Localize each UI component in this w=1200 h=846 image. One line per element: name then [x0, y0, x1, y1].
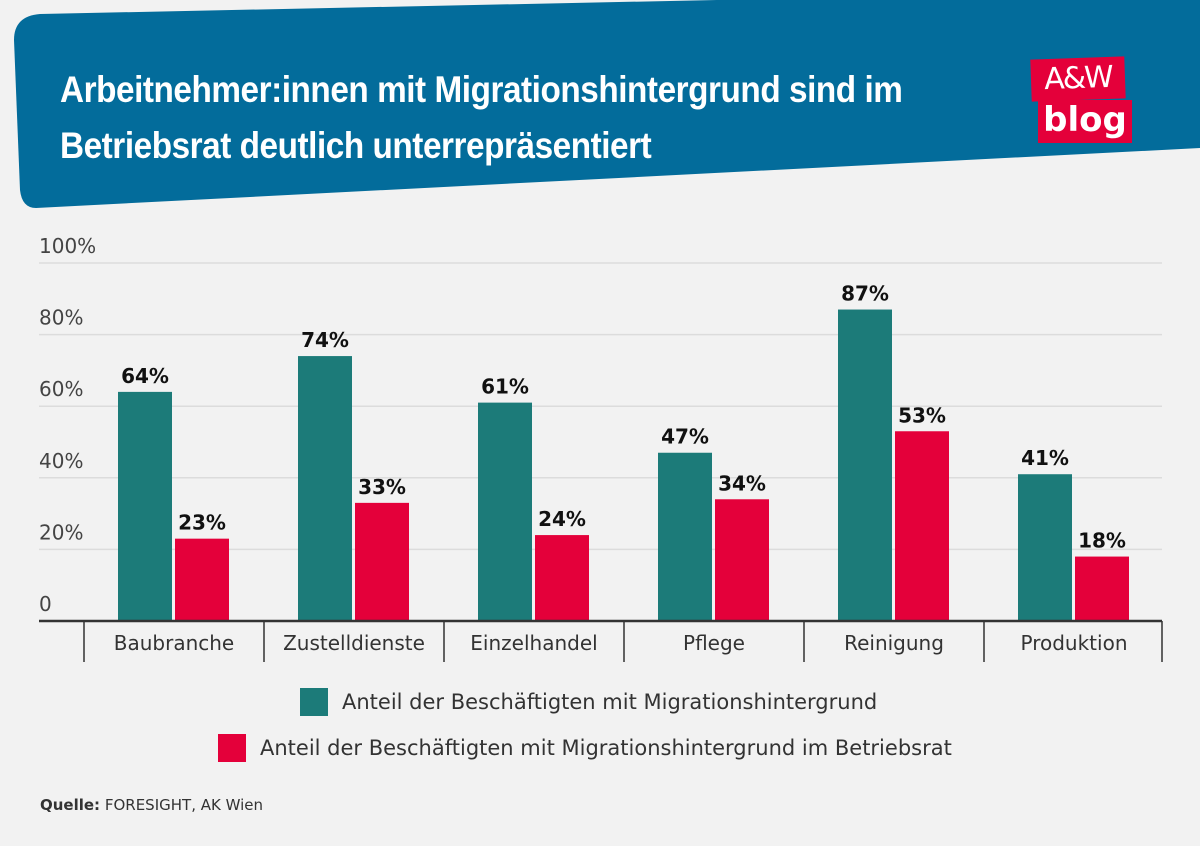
data-label: 64% [121, 364, 169, 388]
data-label: 41% [1021, 446, 1069, 470]
category-label: Zustelldienste [283, 631, 425, 655]
source-note: Quelle: FORESIGHT, AK Wien [40, 796, 263, 814]
bar-total [658, 452, 712, 621]
y-tick-label: 100% [39, 234, 96, 258]
y-tick-label: 40% [39, 449, 83, 473]
bar-total [478, 402, 532, 621]
data-label: 87% [841, 282, 889, 306]
logo-blog: blog [1038, 100, 1132, 143]
legend-item-series2: Anteil der Beschäftigten mit Migrationsh… [218, 734, 952, 762]
source-text: FORESIGHT, AK Wien [104, 796, 263, 814]
source-label: Quelle: [40, 796, 101, 814]
legend-label: Anteil der Beschäftigten mit Migrationsh… [260, 736, 952, 760]
legend-label: Anteil der Beschäftigten mit Migrationsh… [342, 690, 878, 714]
bar-total [838, 309, 892, 621]
bar-total [298, 356, 352, 621]
y-tick-label: 20% [39, 520, 83, 544]
data-label: 74% [301, 328, 349, 352]
bar-betriebsrat [175, 538, 229, 621]
data-label: 23% [178, 511, 226, 535]
bar-betriebsrat [895, 431, 949, 621]
category-label: Produktion [1021, 631, 1128, 655]
bar-total [118, 391, 172, 621]
y-tick-label: 80% [39, 306, 83, 330]
data-label: 61% [481, 375, 529, 399]
header-banner [14, 0, 1200, 208]
data-label: 18% [1078, 529, 1126, 553]
bar-betriebsrat [535, 535, 589, 621]
category-label: Einzelhandel [470, 631, 597, 655]
legend-item-series1: Anteil der Beschäftigten mit Migrationsh… [300, 688, 877, 716]
legend-swatch [218, 734, 246, 762]
bar-betriebsrat [1075, 556, 1129, 621]
legend-swatch [300, 688, 328, 716]
data-label: 53% [898, 403, 946, 427]
category-label: Baubranche [114, 631, 234, 655]
category-label: Pflege [683, 631, 745, 655]
category-label: Reinigung [844, 631, 944, 655]
bar-betriebsrat [355, 502, 409, 621]
data-label: 34% [718, 471, 766, 495]
y-tick-label: 60% [39, 377, 83, 401]
data-label: 47% [661, 425, 709, 449]
bar-total [1018, 474, 1072, 621]
chart-title: Arbeitnehmer:innen mit Migrationshinterg… [60, 69, 903, 166]
bar-betriebsrat [715, 499, 769, 621]
data-label: 24% [538, 507, 586, 531]
y-tick-label: 0 [39, 592, 52, 616]
data-label: 33% [358, 475, 406, 499]
